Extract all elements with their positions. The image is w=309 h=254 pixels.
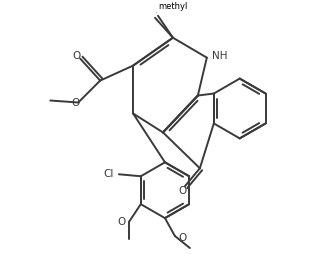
Text: O: O: [72, 51, 80, 61]
Text: O: O: [71, 98, 79, 107]
Text: CH₃: CH₃: [156, 12, 159, 13]
Text: Cl: Cl: [104, 169, 114, 179]
Text: NH: NH: [212, 51, 227, 61]
Text: O: O: [179, 186, 187, 196]
Text: O: O: [178, 233, 186, 243]
Text: O: O: [118, 217, 126, 227]
Text: methyl: methyl: [158, 2, 187, 11]
